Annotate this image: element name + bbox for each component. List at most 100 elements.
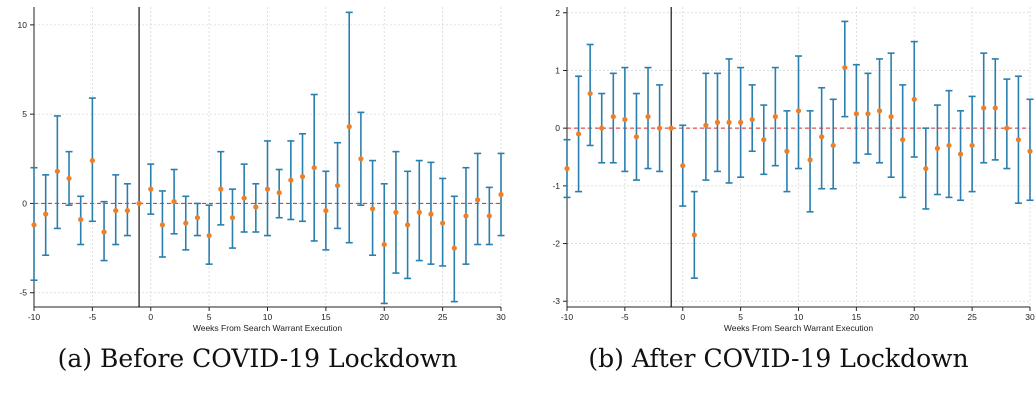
caption-before-lockdown: (a) Before COVID-19 Lockdown xyxy=(57,344,458,373)
point-estimate xyxy=(124,207,130,214)
x-tick-label: 0 xyxy=(148,312,153,322)
point-estimate xyxy=(1015,137,1022,143)
point-estimate xyxy=(946,142,952,149)
point-estimate xyxy=(587,90,593,97)
point-estimate xyxy=(113,207,119,214)
x-tick-label: 5 xyxy=(207,312,212,322)
point-estimate xyxy=(703,122,709,128)
point-estimate xyxy=(218,186,224,192)
panel-after-lockdown: -10 -5 0 5 10 15 20 25 30 -3 -2 -1 0 1 2 Weeks From Sea… xyxy=(522,0,1035,394)
y-tick-label: -1 xyxy=(552,181,560,191)
point-estimate xyxy=(43,211,49,217)
point-estimate xyxy=(923,165,929,172)
point-estimate xyxy=(264,186,271,192)
point-estimate xyxy=(830,142,836,149)
point-estimate xyxy=(738,119,744,125)
y-tick-label: 0 xyxy=(555,123,560,133)
x-tick-label: 30 xyxy=(496,312,506,322)
point-estimate xyxy=(761,137,767,143)
point-estimate xyxy=(819,134,825,140)
point-estimate xyxy=(405,222,411,228)
x-tick-label: 25 xyxy=(967,312,977,322)
point-estimate xyxy=(358,156,364,162)
point-estimate xyxy=(934,145,940,151)
x-tick-label: 15 xyxy=(321,312,331,322)
point-estimate xyxy=(136,200,142,207)
point-estimate xyxy=(194,215,201,221)
point-estimate xyxy=(101,229,107,235)
point-estimate xyxy=(463,213,469,219)
point-estimate xyxy=(633,134,640,140)
point-estimate xyxy=(31,222,37,228)
x-tick-label: 20 xyxy=(380,312,390,322)
point-estimate xyxy=(575,131,582,137)
point-estimate xyxy=(416,209,422,215)
point-estimate xyxy=(680,163,686,169)
point-estimate xyxy=(159,222,166,228)
point-estimate xyxy=(440,220,446,226)
point-estimate xyxy=(288,177,294,183)
point-estimate xyxy=(66,175,72,182)
x-tick-label: 20 xyxy=(910,312,920,322)
point-estimate xyxy=(498,191,504,198)
point-estimate xyxy=(957,151,964,157)
point-estimate xyxy=(842,64,848,71)
point-estimate xyxy=(299,174,306,180)
point-estimate xyxy=(89,157,95,164)
point-estimate xyxy=(241,195,247,201)
point-estimate xyxy=(807,157,813,163)
point-estimate xyxy=(853,111,859,117)
point-estimate xyxy=(253,204,259,210)
point-estimate xyxy=(311,165,317,171)
y-tick-label: 1 xyxy=(555,65,560,75)
point-estimate xyxy=(992,105,998,111)
y-tick-label: -2 xyxy=(552,239,560,249)
point-estimate xyxy=(645,114,651,120)
point-estimate xyxy=(657,125,663,131)
y-tick-label: 0 xyxy=(22,198,27,208)
point-estimate xyxy=(772,114,778,120)
x-tick-label: 5 xyxy=(738,312,743,322)
point-estimate xyxy=(749,116,755,123)
panel-before-lockdown: -10 -5 0 5 10 15 20 25 30 -5 0 5 10 Weeks From Search… xyxy=(0,0,515,394)
y-tick-label: 2 xyxy=(555,8,560,18)
point-estimate xyxy=(486,213,492,219)
point-estimate xyxy=(229,215,236,221)
point-estimate xyxy=(865,111,871,117)
x-tick-label: -5 xyxy=(621,312,629,322)
y-tick-label: -5 xyxy=(19,288,27,298)
y-tick-label: -3 xyxy=(552,296,560,306)
x-axis-title: Weeks From Search Warrant Execution xyxy=(724,323,874,333)
x-tick-label: -5 xyxy=(89,312,97,322)
point-estimate xyxy=(726,119,732,125)
point-estimate xyxy=(381,241,387,248)
x-tick-label: -10 xyxy=(28,312,41,322)
point-estimate xyxy=(428,211,434,217)
point-estimate xyxy=(599,125,605,131)
point-estimate xyxy=(622,116,628,123)
x-tick-label: 30 xyxy=(1025,312,1035,322)
y-tick-label: 5 xyxy=(22,109,27,119)
point-estimate xyxy=(206,232,212,239)
point-estimate xyxy=(276,190,282,196)
point-estimate xyxy=(969,142,975,149)
point-estimate xyxy=(610,114,616,120)
point-estimate xyxy=(714,119,721,125)
point-estimate xyxy=(900,137,906,143)
x-tick-label: 15 xyxy=(852,312,862,322)
point-estimate xyxy=(346,124,352,130)
point-estimate xyxy=(323,207,329,214)
caption-after-lockdown: (b) After COVID-19 Lockdown xyxy=(588,344,969,373)
x-tick-label: 25 xyxy=(438,312,448,322)
point-estimate xyxy=(981,105,987,111)
point-estimate xyxy=(795,108,802,114)
point-estimate xyxy=(369,206,376,212)
point-estimate xyxy=(564,165,570,172)
point-estimate xyxy=(1004,125,1010,131)
point-estimate xyxy=(1027,148,1033,154)
point-estimate xyxy=(668,125,674,131)
point-estimate xyxy=(334,182,341,189)
x-tick-label: 10 xyxy=(794,312,804,322)
